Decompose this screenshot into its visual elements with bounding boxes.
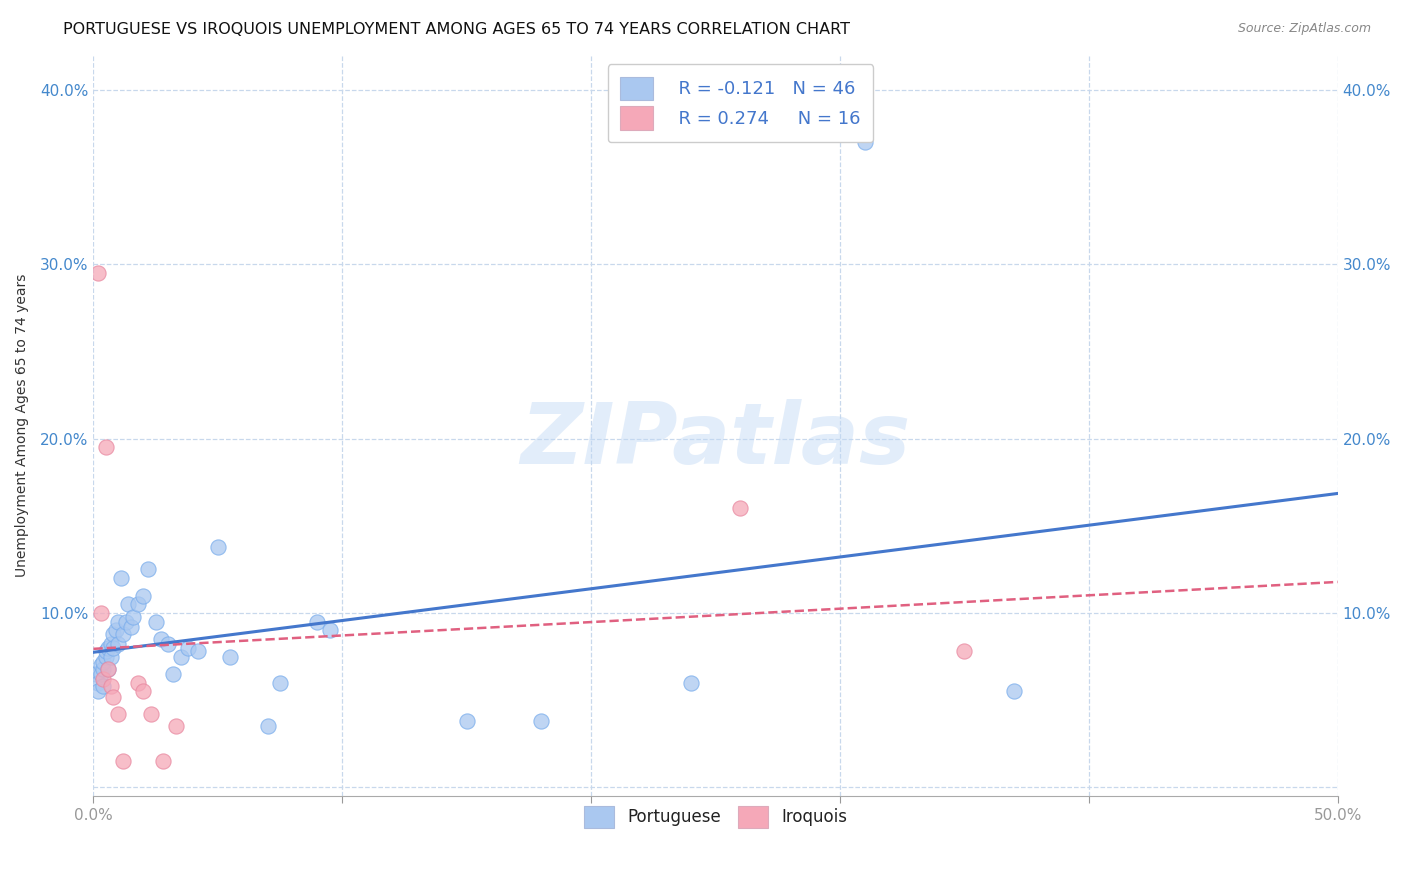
Point	[219, 649, 242, 664]
Point	[136, 562, 159, 576]
Point	[730, 501, 752, 516]
Point	[112, 627, 135, 641]
Point	[93, 662, 115, 676]
Point	[93, 673, 115, 687]
Point	[169, 649, 191, 664]
Point	[162, 667, 184, 681]
Point	[97, 640, 120, 655]
Point	[207, 540, 229, 554]
Point	[139, 707, 162, 722]
Point	[87, 675, 110, 690]
Point	[132, 589, 155, 603]
Point	[269, 675, 291, 690]
Point	[145, 615, 167, 629]
Point	[87, 266, 110, 280]
Text: ZIPatlas: ZIPatlas	[520, 399, 911, 482]
Point	[107, 637, 129, 651]
Point	[103, 690, 125, 704]
Point	[679, 675, 702, 690]
Point	[93, 679, 115, 693]
Point	[110, 571, 132, 585]
Point	[90, 667, 112, 681]
Point	[107, 707, 129, 722]
Point	[127, 675, 149, 690]
Point	[103, 640, 125, 655]
Text: Source: ZipAtlas.com: Source: ZipAtlas.com	[1237, 22, 1371, 36]
Point	[87, 684, 110, 698]
Point	[853, 136, 876, 150]
Point	[94, 649, 117, 664]
Point	[97, 662, 120, 676]
Point	[256, 719, 278, 733]
Point	[120, 620, 142, 634]
Point	[94, 441, 117, 455]
Point	[100, 679, 122, 693]
Point	[307, 615, 329, 629]
Point	[132, 684, 155, 698]
Point	[127, 597, 149, 611]
Point	[84, 667, 107, 681]
Point	[177, 640, 200, 655]
Point	[112, 754, 135, 768]
Point	[117, 597, 139, 611]
Point	[90, 658, 112, 673]
Point	[100, 649, 122, 664]
Point	[187, 644, 209, 658]
Point	[1002, 684, 1025, 698]
Point	[122, 609, 145, 624]
Point	[530, 714, 553, 728]
Point	[953, 644, 976, 658]
Point	[114, 615, 136, 629]
Point	[152, 754, 174, 768]
Point	[149, 632, 172, 647]
Point	[100, 637, 122, 651]
Point	[90, 606, 112, 620]
Point	[165, 719, 187, 733]
Point	[319, 624, 342, 638]
Point	[103, 627, 125, 641]
Y-axis label: Unemployment Among Ages 65 to 74 years: Unemployment Among Ages 65 to 74 years	[15, 274, 30, 577]
Point	[456, 714, 478, 728]
Point	[94, 644, 117, 658]
Text: PORTUGUESE VS IROQUOIS UNEMPLOYMENT AMONG AGES 65 TO 74 YEARS CORRELATION CHART: PORTUGUESE VS IROQUOIS UNEMPLOYMENT AMON…	[63, 22, 851, 37]
Point	[97, 662, 120, 676]
Point	[104, 624, 127, 638]
Point	[107, 615, 129, 629]
Legend: Portuguese, Iroquois: Portuguese, Iroquois	[575, 797, 855, 836]
Point	[93, 655, 115, 669]
Point	[157, 637, 180, 651]
